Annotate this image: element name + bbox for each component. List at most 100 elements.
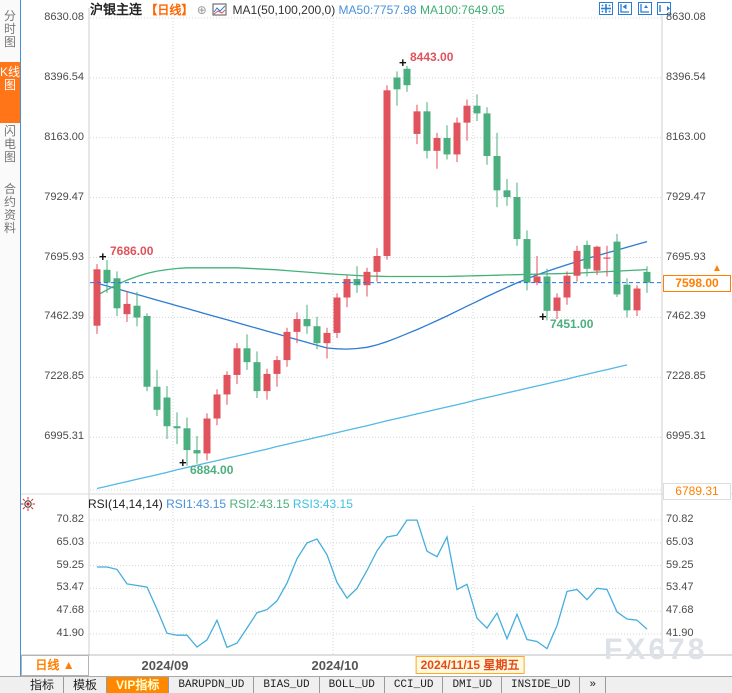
- candle-body: [193, 450, 201, 454]
- indicator-tab-INSIDE_UD[interactable]: INSIDE_UD: [502, 677, 581, 693]
- indicator-tab-»[interactable]: »: [580, 677, 607, 693]
- sidebar-tab-K线图[interactable]: K线图: [0, 62, 20, 123]
- candle-body: [103, 269, 111, 283]
- axis-bottom-price-box: 6789.31: [663, 483, 731, 500]
- sidebar-tab-合约资料[interactable]: 合约资料: [3, 182, 16, 235]
- price-axis-label: 8630.08: [666, 11, 706, 23]
- rsi-axis-label: 59.25: [666, 558, 694, 571]
- gridlines: [90, 17, 662, 654]
- candle-body: [483, 113, 491, 156]
- ma200-line: [96, 364, 628, 490]
- indicator-tab-BARUPDN_UD[interactable]: BARUPDN_UD: [169, 677, 255, 693]
- price-axis-label: 7695.93: [44, 250, 84, 263]
- candle-body: [393, 77, 401, 90]
- price-axis-label: 8630.08: [44, 11, 84, 23]
- candle-body: [223, 374, 231, 395]
- indicator-tab-模板[interactable]: 模板: [64, 677, 108, 693]
- candle-body: [333, 297, 341, 333]
- rsi-title: RSI(14,14,14): [88, 497, 163, 511]
- add-indicator-icon[interactable]: ⊕: [196, 3, 207, 17]
- candle-body: [203, 418, 211, 454]
- rsi-axis-label: 65.03: [666, 535, 694, 548]
- candle-body: [293, 319, 301, 332]
- rsi1-value: RSI1:43.15: [166, 497, 227, 511]
- candle-body: [263, 373, 271, 392]
- candle-body: [113, 278, 121, 309]
- indicator-settings-icon[interactable]: [20, 496, 36, 512]
- candle-body: [183, 428, 191, 451]
- crosshair-icon[interactable]: [599, 2, 613, 15]
- candle-body: [453, 122, 461, 155]
- candle-body: [323, 332, 331, 344]
- ma-chart-icon[interactable]: [212, 3, 227, 16]
- candle-body: [473, 105, 481, 114]
- candle-body: [133, 305, 141, 318]
- candle-body: [283, 331, 291, 361]
- price-axis-label: 7462.39: [44, 310, 84, 323]
- candles-group[interactable]: [93, 65, 651, 466]
- candle-body: [493, 155, 501, 191]
- price-axis-label: 8163.00: [44, 130, 84, 143]
- rsi-axis-label: 70.82: [56, 513, 84, 525]
- x-axis-scale-icon[interactable]: [637, 2, 652, 15]
- candle-body: [603, 257, 611, 259]
- candle-body: [273, 360, 281, 374]
- chart-toolbar: [597, 2, 672, 18]
- indicator-tab-DMI_UD[interactable]: DMI_UD: [443, 677, 503, 693]
- candle-body: [143, 315, 151, 387]
- y-axis-scale-icon[interactable]: [618, 2, 633, 15]
- candle-body: [163, 397, 171, 427]
- candle-body: [363, 271, 371, 286]
- last-price-box: 7598.00: [663, 275, 731, 292]
- candle-body: [313, 326, 321, 344]
- pane-detach-icon[interactable]: [657, 2, 672, 15]
- sidebar-tab-闪电图[interactable]: 闪电图: [3, 124, 16, 164]
- x-axis-label: 2024/09: [141, 658, 189, 673]
- candle-body: [443, 138, 451, 155]
- period-selector-button[interactable]: 日线 ▲: [21, 655, 89, 676]
- period-tag[interactable]: 【日线】: [145, 3, 194, 17]
- rsi-axis-label: 53.47: [56, 581, 84, 594]
- candle-body: [413, 111, 421, 134]
- sidebar-tab-分时图[interactable]: 分时图: [3, 9, 16, 49]
- watermark: FX678: [604, 633, 708, 666]
- price-axis-label: 7228.85: [44, 370, 84, 383]
- indicator-tab-指标[interactable]: 指标: [21, 677, 65, 693]
- current-date-label: 2024/11/15 星期五: [415, 656, 525, 674]
- price-axis-label: 8396.54: [666, 70, 706, 83]
- candle-body: [543, 276, 551, 311]
- price-axis-label: 7462.39: [666, 310, 706, 323]
- ma-settings-label: MA1(50,100,200,0): [232, 3, 336, 17]
- price-axis-label: 6995.31: [44, 430, 84, 443]
- rsi-axis-label: 41.90: [666, 627, 694, 639]
- price-up-arrow: ▲: [712, 263, 722, 274]
- candle-body: [343, 279, 351, 298]
- rsi-header: RSI(14,14,14) RSI1:43.15 RSI2:43.15 RSI3…: [88, 497, 353, 511]
- candle-body: [373, 255, 381, 272]
- candle-body: [433, 138, 441, 151]
- price-annotation: 8443.00: [410, 49, 454, 64]
- price-annotation: 7686.00: [110, 244, 154, 259]
- ma50-line: [96, 240, 648, 350]
- candle-body: [533, 276, 541, 283]
- rsi-axis-label: 47.68: [666, 604, 694, 617]
- indicator-tab-CCI_UD[interactable]: CCI_UD: [385, 677, 444, 693]
- indicator-tabbar: 指标 模板 VIP指标 BARUPDN_UD BIAS_UD BOLL_UD CCI_UD D…: [0, 676, 732, 693]
- indicator-tab-BOLL_UD[interactable]: BOLL_UD: [320, 677, 385, 693]
- swing-marker: +: [399, 54, 407, 70]
- candle-body: [93, 269, 101, 326]
- price-axis-label: 7929.47: [666, 190, 706, 203]
- candle-body: [623, 284, 631, 311]
- price-axis-label: 6995.31: [666, 430, 706, 443]
- price-annotation: 7451.00: [550, 317, 594, 332]
- indicator-tab-VIP指标[interactable]: VIP指标: [107, 677, 170, 693]
- rsi-axis-label: 53.47: [666, 581, 694, 594]
- candle-body: [463, 105, 471, 123]
- indicator-tab-BIAS_UD[interactable]: BIAS_UD: [254, 677, 320, 693]
- ma100-value: MA100:7649.05: [419, 3, 505, 17]
- candle-body: [583, 244, 591, 269]
- rsi2-value: RSI2:43.15: [229, 497, 290, 511]
- rsi-axis-label: 59.25: [56, 558, 84, 571]
